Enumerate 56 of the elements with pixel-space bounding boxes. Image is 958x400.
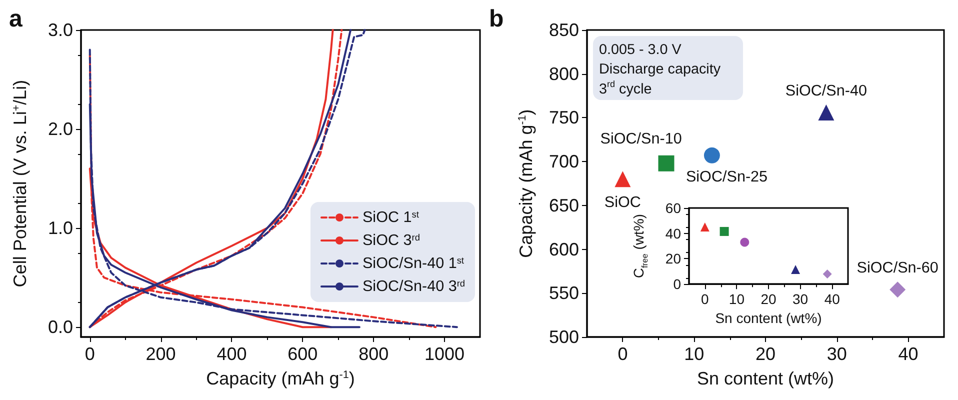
x-tick-label: 1000 xyxy=(424,344,465,364)
point xyxy=(791,265,800,274)
chart-title: b xyxy=(489,6,504,32)
point xyxy=(704,147,720,164)
y-tick-label: 750 xyxy=(548,108,579,128)
y-axis-title: Cfree (wt%) xyxy=(630,214,650,278)
series-label: SiOC/Sn-10 xyxy=(600,130,682,148)
y-tick-label: 1.0 xyxy=(48,218,73,238)
y-tick-label: 0.0 xyxy=(48,317,73,338)
series-label: SiOC/Sn-25 xyxy=(686,168,768,186)
x-tick-label: 200 xyxy=(146,344,176,364)
series-label: SiOC/Sn-60 xyxy=(856,260,938,277)
point xyxy=(818,104,834,120)
chart-title: a xyxy=(9,6,23,32)
y-axis-title: Cell Potential (V vs. Li+/Li) xyxy=(10,80,30,288)
y-tick-label: 20 xyxy=(665,250,682,267)
x-tick-label: 800 xyxy=(358,344,389,364)
x-tick-label: 30 xyxy=(792,291,808,308)
series-label: SiOC/Sn-40 xyxy=(785,82,868,100)
y-tick-label: 2.0 xyxy=(48,119,73,140)
y-tick-label: 700 xyxy=(548,152,579,172)
point xyxy=(614,171,631,188)
x-tick-label: 30 xyxy=(826,344,847,364)
point xyxy=(822,269,832,278)
x-tick-label: 0 xyxy=(618,344,628,364)
x-tick-label: 400 xyxy=(216,344,247,364)
x-tick-label: 40 xyxy=(824,291,840,308)
y-tick-label: 550 xyxy=(548,283,579,304)
point xyxy=(740,238,750,247)
x-tick-label: 10 xyxy=(684,344,704,364)
x-tick-label: 0 xyxy=(84,344,95,364)
series-label: SiOC xyxy=(604,194,641,212)
x-axis-title: Sn content (wt%) xyxy=(715,310,822,326)
y-tick-label: 850 xyxy=(548,20,579,40)
x-tick-label: 20 xyxy=(760,291,776,308)
x-axis-title: Sn content (wt%) xyxy=(696,368,834,388)
point xyxy=(890,282,906,298)
x-tick-label: 20 xyxy=(755,344,776,364)
annotation: Discharge capacity xyxy=(599,62,722,78)
y-tick-label: 0 xyxy=(673,276,682,292)
x-tick-label: 10 xyxy=(728,291,745,308)
point xyxy=(658,155,674,172)
point xyxy=(700,222,710,232)
y-tick-label: 800 xyxy=(548,64,579,84)
y-tick-label: 40 xyxy=(665,225,682,242)
x-tick-label: 40 xyxy=(898,344,918,364)
y-tick-label: 60 xyxy=(665,200,682,216)
y-tick-label: 500 xyxy=(548,327,579,347)
x-tick-label: 0 xyxy=(701,291,709,308)
x-tick-label: 600 xyxy=(288,344,318,364)
point xyxy=(720,226,729,236)
annotation: 0.005 - 3.0 V xyxy=(599,42,682,58)
y-axis-title: Capacity (mAh g-1) xyxy=(516,109,536,258)
y-tick-label: 600 xyxy=(548,239,579,260)
y-tick-label: 650 xyxy=(548,195,579,216)
y-tick-label: 3.0 xyxy=(48,20,73,40)
